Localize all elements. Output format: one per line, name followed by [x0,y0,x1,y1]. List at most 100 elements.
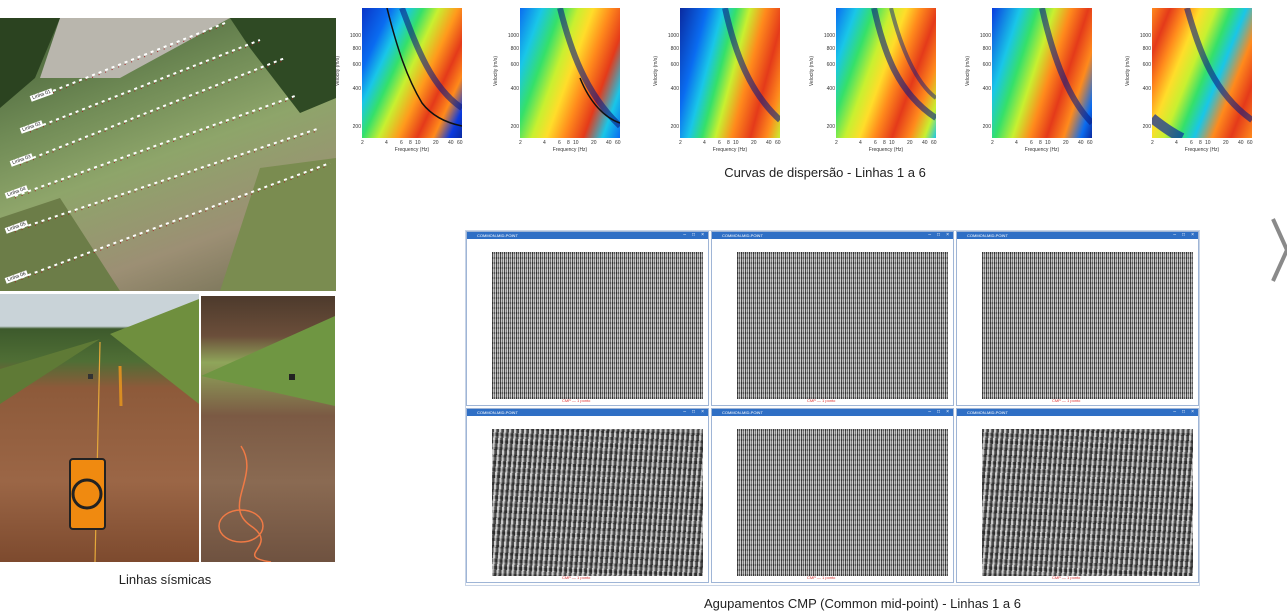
x-axis-label: Frequency (Hz) [712,147,748,153]
cmp-window-6: COMMON-MID-POINT – □ × CMP — 1 ponto [956,408,1199,583]
window-title: COMMON-MID-POINT [967,410,1008,415]
dispersion-image [520,8,620,138]
minimize-icon[interactable]: – [928,409,931,415]
dispersion-image [992,8,1092,138]
y-tick: 1000 [507,33,519,39]
seismic-section [982,429,1193,576]
maximize-icon[interactable]: □ [691,409,695,415]
trace-axis [492,243,703,249]
y-tick: 400 [1142,86,1151,92]
seismic-section [737,429,948,576]
y-tick: 1000 [979,33,991,39]
dispersion-panels: Velocity (m/s) 1000 800 600 400 200 2 4 … [335,0,1287,160]
close-icon[interactable]: × [701,409,704,415]
maximize-icon[interactable]: □ [936,409,940,415]
chevron-right-icon[interactable] [1270,215,1287,285]
y-axis-label: Velocity (m/s) [965,56,971,87]
cmp-window-4: COMMON-MID-POINT – □ × CMP — 1 ponto [466,408,709,583]
field-photo-road [0,294,199,562]
x-axis-label: Frequency (Hz) [394,147,430,153]
cmp-window-5: COMMON-MID-POINT – □ × CMP — 1 ponto [711,408,954,583]
window-title: COMMON-MID-POINT [967,233,1008,238]
x-tick: 10 [573,140,579,146]
cmp-gathers-screenshot: COMMON-MID-POINT – □ × CMP — 1 ponto COMMON… [465,230,1200,586]
y-tick: 600 [352,62,361,68]
y-axis-label: Velocity (m/s) [653,56,659,87]
maximize-icon[interactable]: □ [691,232,695,238]
minimize-icon[interactable]: – [1173,409,1176,415]
cmp-window-1: COMMON-MID-POINT – □ × CMP — 1 ponto [466,231,709,406]
window-title: COMMON-MID-POINT [477,410,518,415]
x-tick: 60 [931,140,937,146]
y-tick: 600 [826,62,835,68]
y-tick: 600 [982,62,991,68]
close-icon[interactable]: × [946,409,949,415]
window-footer: CMP — 1 ponto [562,575,591,580]
window-title: COMMON-MID-POINT [722,233,763,238]
seismic-section [492,429,703,576]
maximize-icon[interactable]: □ [1181,232,1185,238]
y-tick: 800 [510,46,519,52]
x-axis-label: Frequency (Hz) [552,147,588,153]
dispersion-plot-4: Velocity (m/s) 1000 800 600 400 200 2 4 … [809,6,964,156]
x-tick: 2 [991,140,994,146]
x-tick: 40 [606,140,612,146]
minimize-icon[interactable]: – [1173,232,1176,238]
minimize-icon[interactable]: – [683,232,686,238]
window-titlebar: COMMON-MID-POINT – □ × [467,409,708,416]
window-footer: CMP — 1 ponto [807,575,836,580]
dispersion-image [680,8,780,138]
x-tick: 4 [385,140,388,146]
y-tick: 1000 [667,33,679,39]
x-tick: 20 [1223,140,1229,146]
x-tick: 20 [751,140,757,146]
dispersion-plot-3: Velocity (m/s) 1000 800 600 400 200 2 4 … [653,6,808,156]
x-tick: 6 [1030,140,1033,146]
maximize-icon[interactable]: □ [936,232,940,238]
x-tick: 60 [1247,140,1253,146]
y-tick: 600 [1142,62,1151,68]
y-tick: 200 [1142,124,1151,130]
close-icon[interactable]: × [1191,409,1194,415]
y-tick: 200 [826,124,835,130]
x-tick: 2 [519,140,522,146]
x-tick: 40 [1238,140,1244,146]
y-tick: 800 [352,46,361,52]
window-footer: CMP — 1 ponto [807,398,836,403]
x-tick: 2 [1151,140,1154,146]
y-tick: 1000 [1139,33,1151,39]
maximize-icon[interactable]: □ [1181,409,1185,415]
close-icon[interactable]: × [946,232,949,238]
y-axis-label: Velocity (m/s) [335,56,341,87]
close-icon[interactable]: × [701,232,704,238]
seismic-section [492,252,703,399]
y-axis-label: Velocity (m/s) [809,56,815,87]
minimize-icon[interactable]: – [928,232,931,238]
close-icon[interactable]: × [1191,232,1194,238]
x-tick: 6 [718,140,721,146]
minimize-icon[interactable]: – [683,409,686,415]
x-tick: 8 [883,140,886,146]
y-tick: 600 [510,62,519,68]
x-tick: 60 [457,140,463,146]
x-tick: 20 [1063,140,1069,146]
x-tick: 60 [1087,140,1093,146]
seismic-section [737,252,948,399]
x-tick: 2 [835,140,838,146]
x-axis-label: Frequency (Hz) [1184,147,1220,153]
cmp-window-2: COMMON-MID-POINT – □ × CMP — 1 ponto [711,231,954,406]
y-tick: 400 [670,86,679,92]
x-tick: 40 [922,140,928,146]
window-titlebar: COMMON-MID-POINT – □ × [712,409,953,416]
x-tick: 6 [400,140,403,146]
x-tick: 60 [775,140,781,146]
aerial-photo: Linha 01 Linha 02 Linha 03 Linha 04 Linh… [0,18,336,291]
y-tick: 400 [510,86,519,92]
x-tick: 8 [727,140,730,146]
x-axis-label: Frequency (Hz) [868,147,904,153]
y-axis-label: Velocity (m/s) [493,56,499,87]
x-tick: 40 [1078,140,1084,146]
x-tick: 20 [907,140,913,146]
x-tick: 8 [409,140,412,146]
dispersion-caption: Curvas de dispersão - Linhas 1 a 6 [724,165,926,180]
